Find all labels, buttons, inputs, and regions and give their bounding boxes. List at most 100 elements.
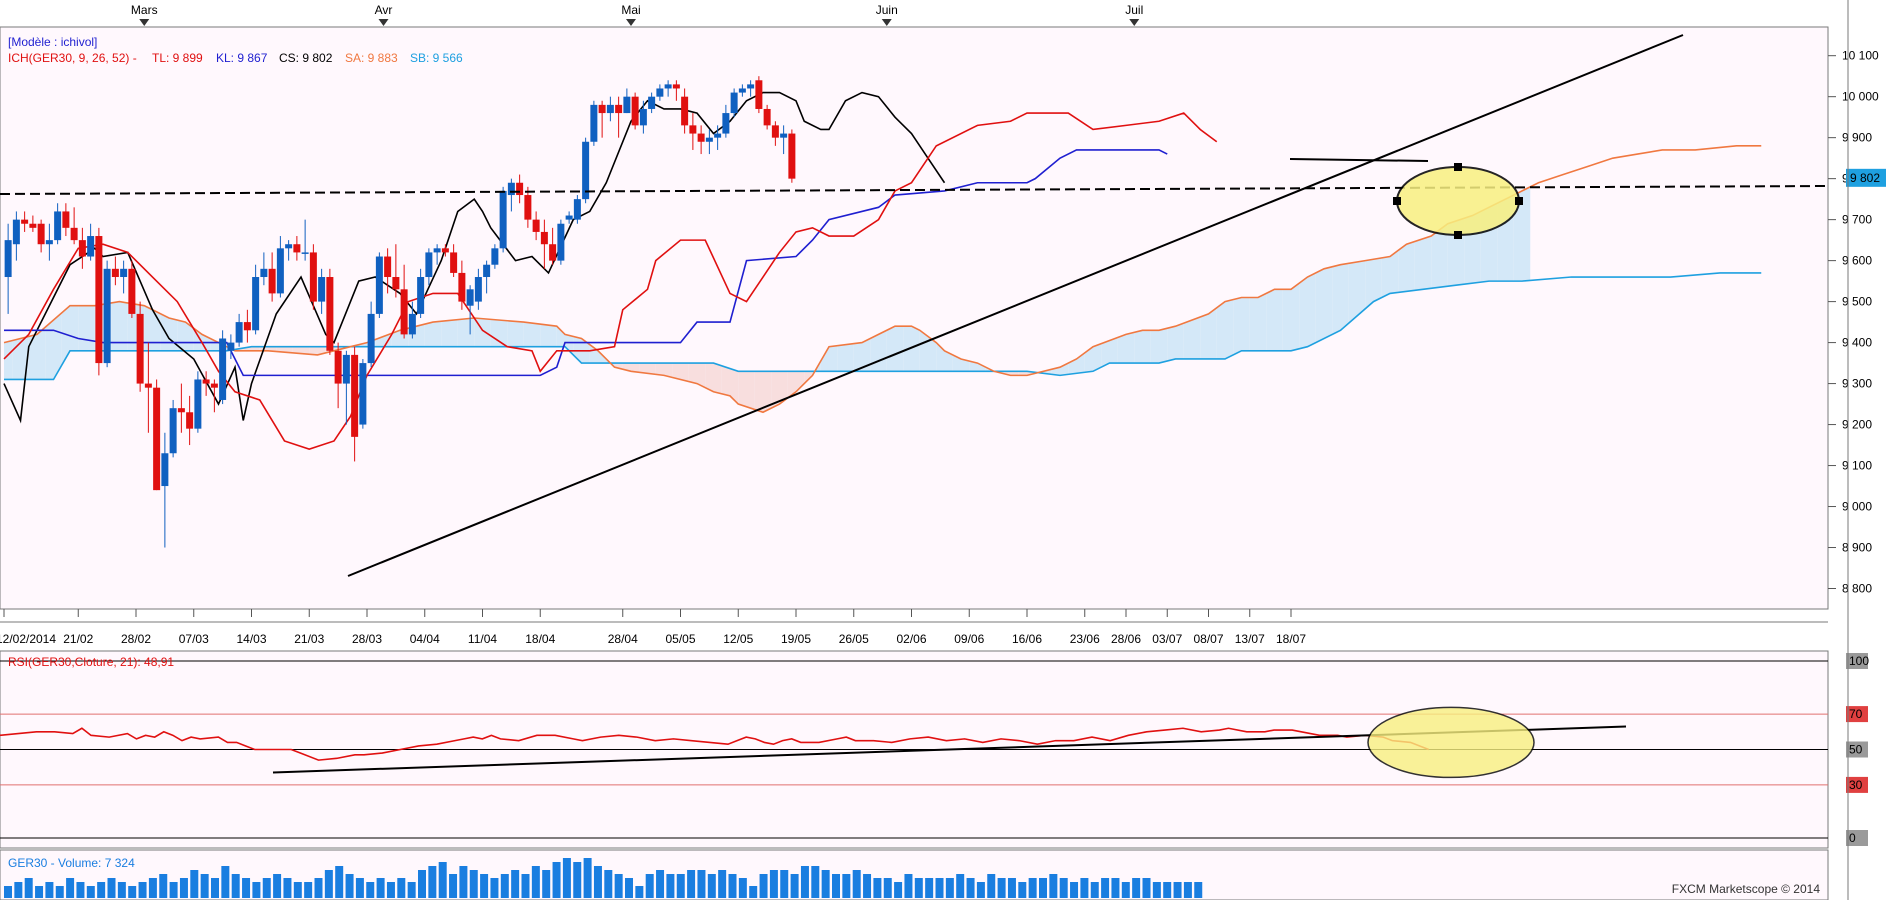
date-label: 18/04: [525, 632, 555, 646]
candle-up: [252, 277, 260, 331]
candle-up: [227, 342, 235, 351]
candle-up: [623, 96, 631, 114]
volume-bar: [562, 858, 571, 898]
kijun-sen-line: [4, 149, 1168, 377]
candle-down: [153, 387, 161, 491]
cloud-segment: [111, 301, 120, 351]
date-label: 08/07: [1193, 632, 1223, 646]
cloud-segment: [449, 319, 458, 347]
rsi-level-label: 50: [1849, 743, 1863, 757]
cloud-segment: [391, 330, 400, 347]
volume-bar: [490, 878, 499, 898]
volume-bar: [418, 870, 426, 898]
date-label: 28/06: [1111, 632, 1141, 646]
candle-up: [219, 338, 227, 400]
volume-bar: [604, 870, 613, 898]
cloud-segment: [1200, 313, 1209, 359]
volume-bar: [542, 870, 551, 898]
volume-bar: [4, 886, 12, 898]
volume-bar: [656, 870, 665, 898]
rsi-level-box: [1846, 741, 1868, 758]
volume-bar: [221, 866, 230, 898]
candle-down: [532, 219, 540, 232]
candle-up: [318, 277, 326, 302]
price-tick-label: 10 000: [1842, 90, 1879, 104]
candle-up: [408, 313, 416, 335]
cloud-segment: [1365, 259, 1374, 309]
volume-bar: [728, 874, 737, 898]
resistance-dashed-line: [0, 185, 1829, 195]
cloud-segment: [61, 305, 70, 366]
cloud-segment: [457, 318, 466, 347]
cloud-segment: [1315, 268, 1324, 343]
cloud-segment: [1340, 263, 1349, 331]
candle-up: [194, 379, 202, 429]
candle-down: [458, 272, 466, 302]
cloud-segment: [977, 363, 986, 372]
candle-down: [268, 268, 276, 294]
candle-down: [293, 244, 301, 253]
volume-bar: [345, 874, 354, 898]
cloud-segment: [1348, 261, 1357, 324]
cloud-segment: [664, 363, 673, 378]
cloud-segment: [1216, 301, 1225, 359]
volume-bar: [252, 882, 261, 898]
cloud-segment: [1414, 238, 1423, 291]
cloud-segment: [738, 371, 747, 407]
cloud-segment: [556, 326, 565, 347]
cloud-segment: [1249, 297, 1258, 351]
volume-bar: [273, 874, 282, 898]
candle-up: [747, 84, 755, 89]
volume-bar: [1059, 878, 1068, 898]
volume-bar: [997, 878, 1006, 898]
candle-up: [491, 248, 499, 265]
candle-up: [606, 104, 614, 114]
cloud-segment: [878, 330, 887, 372]
cloud-segment: [1241, 297, 1250, 351]
cloud-segment: [969, 361, 978, 372]
candle-up: [474, 277, 482, 302]
volume-bar: [956, 874, 965, 898]
cloud-segment: [433, 321, 442, 347]
date-label: 19/05: [781, 632, 811, 646]
cloud-segment: [631, 363, 640, 373]
date-label: 11/04: [468, 632, 497, 646]
cloud-segment: [746, 371, 755, 410]
volume-bar: [242, 878, 251, 898]
cloud-segment: [1299, 277, 1308, 349]
cloud-segment: [713, 363, 722, 394]
cloud-segment: [911, 326, 920, 372]
volume-bar: [1142, 878, 1151, 898]
price-tick-label: 9 200: [1842, 418, 1872, 432]
cloud-segment: [1175, 323, 1184, 359]
volume-bar: [386, 882, 395, 898]
volume-bar: [749, 886, 758, 898]
candle-up: [161, 453, 169, 487]
cloud-segment: [837, 344, 846, 372]
candle-up: [648, 96, 656, 109]
watermark: FXCM Marketscope © 2014: [1672, 882, 1821, 896]
cloud-segment: [523, 322, 532, 347]
candle-down: [516, 182, 524, 196]
date-label: 28/02: [121, 632, 151, 646]
cloud-segment: [1522, 186, 1531, 282]
candle-down: [144, 383, 152, 388]
candle-down: [136, 313, 144, 384]
candle-up: [565, 215, 573, 220]
cloud-segment: [1126, 332, 1135, 364]
rsi-level-box: [1846, 776, 1868, 793]
cloud-segment: [86, 305, 95, 351]
model-label: [Modèle : ichivol]: [8, 35, 97, 49]
candle-up: [367, 313, 375, 364]
date-label: 26/05: [839, 632, 869, 646]
candle-up: [722, 113, 730, 134]
cloud-segment: [697, 363, 706, 388]
volume-bar: [1163, 882, 1172, 898]
volume-bar: [790, 874, 799, 898]
month-marker: [1129, 19, 1140, 26]
cloud-segment: [952, 354, 961, 372]
candle-up: [507, 182, 515, 196]
date-label: 03/07: [1152, 632, 1182, 646]
